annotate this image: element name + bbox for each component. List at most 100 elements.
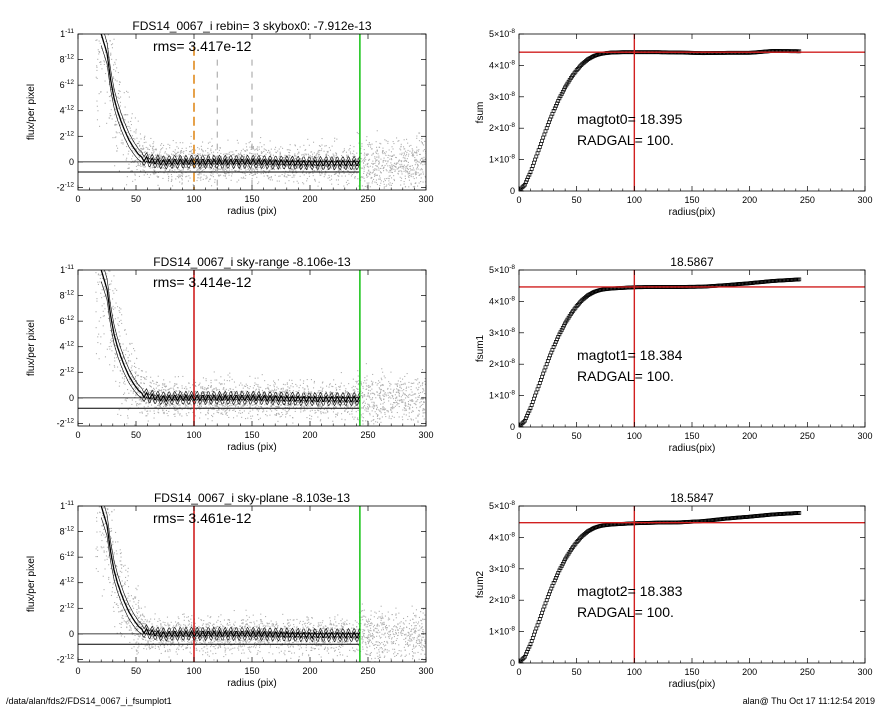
scatter-point	[313, 399, 315, 401]
scatter-point	[214, 166, 216, 168]
scatter-point	[424, 380, 426, 382]
scatter-point	[339, 386, 341, 388]
scatter-point	[138, 142, 140, 144]
scatter-point	[328, 174, 330, 176]
scatter-point	[423, 159, 425, 161]
scatter-point	[314, 167, 316, 169]
scatter-point	[389, 158, 391, 160]
scatter-point	[118, 84, 120, 86]
scatter-point	[390, 166, 392, 168]
scatter-point	[282, 403, 284, 405]
scatter-point	[210, 382, 212, 384]
scatter-point	[116, 124, 118, 126]
scatter-point	[108, 317, 110, 319]
scatter-point	[105, 244, 106, 245]
scatter-point	[190, 160, 192, 162]
scatter-point	[160, 407, 162, 409]
scatter-point	[279, 154, 281, 156]
scatter-point	[215, 387, 217, 389]
scatter-point	[385, 185, 387, 187]
scatter-point	[353, 165, 355, 167]
scatter-point	[401, 163, 403, 165]
scatter-point	[130, 138, 132, 140]
scatter-point	[106, 22, 107, 23]
scatter-point	[423, 401, 425, 403]
scatter-point	[369, 406, 371, 408]
scatter-point	[277, 402, 279, 404]
scatter-point	[103, 333, 105, 335]
scatter-point	[318, 170, 320, 172]
scatter-point	[223, 175, 225, 177]
scatter-point	[236, 162, 238, 164]
scatter-point	[276, 180, 278, 182]
scatter-point	[363, 177, 365, 179]
scatter-point	[136, 405, 138, 407]
scatter-point	[124, 119, 126, 121]
scatter-point	[190, 150, 192, 152]
scatter-point	[207, 387, 209, 389]
scatter-point	[205, 175, 207, 177]
scatter-point	[350, 175, 352, 177]
scatter-point	[354, 396, 356, 398]
scatter-point	[348, 182, 350, 184]
scatter-point	[308, 399, 310, 401]
scatter-point	[366, 185, 368, 187]
scatter-point	[345, 388, 347, 390]
scatter-point	[290, 392, 292, 394]
scatter-point	[256, 404, 258, 406]
scatter-point	[196, 180, 198, 182]
scatter-point	[341, 155, 343, 157]
scatter-point	[143, 151, 145, 153]
scatter-point	[379, 397, 381, 399]
scatter-point	[225, 167, 227, 169]
scatter-point	[253, 174, 255, 176]
scatter-point	[305, 394, 307, 396]
scatter-point	[365, 164, 367, 166]
scatter-point	[260, 169, 262, 171]
scatter-point	[228, 389, 230, 391]
scatter-point	[369, 172, 371, 174]
scatter-point	[382, 371, 384, 373]
scatter-point	[127, 91, 129, 93]
scatter-point	[121, 403, 123, 405]
scatter-point	[363, 382, 365, 384]
scatter-point	[148, 154, 150, 156]
scatter-point	[202, 153, 204, 155]
scatter-point	[174, 151, 176, 153]
scatter-point	[182, 166, 184, 168]
scatter-point	[399, 390, 401, 392]
scatter-point	[364, 395, 366, 397]
scatter-point	[371, 182, 373, 184]
scatter-point	[265, 414, 267, 416]
scatter-point	[292, 422, 294, 424]
scatter-point	[139, 398, 141, 400]
scatter-point	[150, 137, 152, 139]
scatter-point	[368, 386, 370, 388]
scatter-point	[257, 385, 259, 387]
scatter-point	[151, 404, 153, 406]
scatter-point	[141, 370, 143, 372]
rms-annotation: rms= 3.414e-12	[153, 274, 252, 290]
scatter-point	[106, 294, 108, 296]
scatter-point	[240, 391, 242, 393]
scatter-point	[384, 392, 386, 394]
scatter-point	[145, 415, 147, 417]
scatter-point	[122, 352, 124, 354]
scatter-point	[126, 347, 128, 349]
scatter-point	[392, 141, 394, 143]
scatter-point	[227, 153, 229, 155]
scatter-point	[248, 412, 250, 414]
scatter-point	[173, 404, 175, 406]
scatter-point	[384, 178, 386, 180]
scatter-point	[418, 182, 420, 184]
scatter-point	[356, 163, 358, 165]
scatter-point	[141, 154, 143, 156]
scatter-point	[286, 411, 288, 413]
scatter-point	[166, 412, 168, 414]
scatter-point	[121, 377, 123, 379]
scatter-point	[383, 393, 385, 395]
scatter-point	[187, 392, 189, 394]
scatter-point	[243, 172, 245, 174]
scatter-point	[269, 400, 271, 402]
scatter-point	[340, 372, 342, 374]
